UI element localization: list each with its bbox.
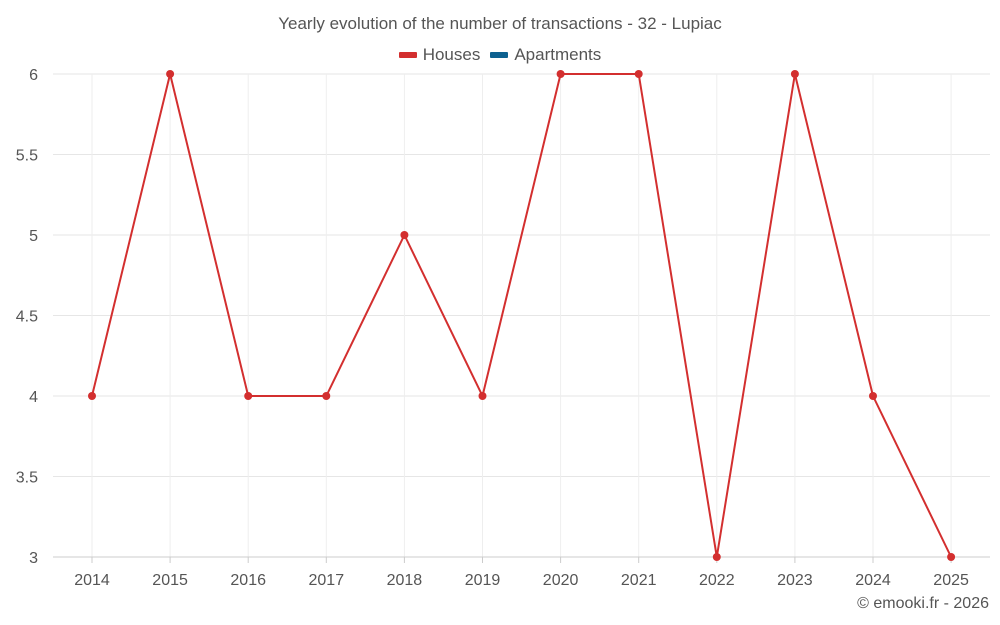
data-point	[478, 392, 487, 400]
x-tick-label: 2015	[152, 572, 188, 589]
y-tick-label: 5	[29, 228, 38, 245]
legend: Houses Apartments	[0, 45, 1000, 65]
data-point	[634, 70, 643, 78]
data-point	[790, 70, 799, 78]
legend-swatch-apartments	[490, 52, 509, 58]
y-tick-label: 5.5	[16, 148, 38, 165]
data-point	[712, 553, 721, 561]
chart-title: Yearly evolution of the number of transa…	[278, 14, 722, 33]
data-point	[166, 70, 175, 78]
x-tick-label: 2020	[543, 572, 579, 589]
x-tick-label: 2021	[621, 572, 657, 589]
data-point	[88, 392, 96, 400]
y-tick-label: 6	[29, 67, 38, 84]
data-point	[244, 392, 253, 400]
y-tick-label: 3.5	[16, 470, 38, 487]
x-tick-label: 2017	[309, 572, 345, 589]
credit-text: © emooki.fr - 2026	[857, 595, 989, 612]
legend-swatch-houses	[398, 52, 417, 58]
x-tick-label: 2023	[777, 572, 813, 589]
x-tick-label: 2019	[465, 572, 501, 589]
legend-item-houses[interactable]: Houses	[398, 45, 481, 65]
data-point	[869, 392, 877, 400]
x-tick-label: 2014	[74, 572, 110, 589]
x-tick-label: 2024	[855, 572, 891, 589]
y-tick-label: 4.5	[16, 309, 38, 326]
data-point	[556, 70, 565, 78]
series-line-houses	[91, 73, 952, 558]
legend-label-houses: Houses	[422, 45, 481, 64]
y-tick-label: 3	[29, 550, 38, 567]
data-point	[400, 231, 409, 239]
legend-item-apartments[interactable]: Apartments	[490, 45, 601, 65]
x-tick-label: 2018	[387, 572, 423, 589]
data-point	[947, 553, 956, 561]
y-tick-label: 4	[29, 389, 38, 406]
x-tick-label: 2022	[699, 572, 735, 589]
x-tick-label: 2025	[933, 572, 969, 589]
data-point	[322, 392, 331, 400]
x-tick-label: 2016	[230, 572, 266, 589]
legend-label-apartments: Apartments	[514, 45, 602, 64]
